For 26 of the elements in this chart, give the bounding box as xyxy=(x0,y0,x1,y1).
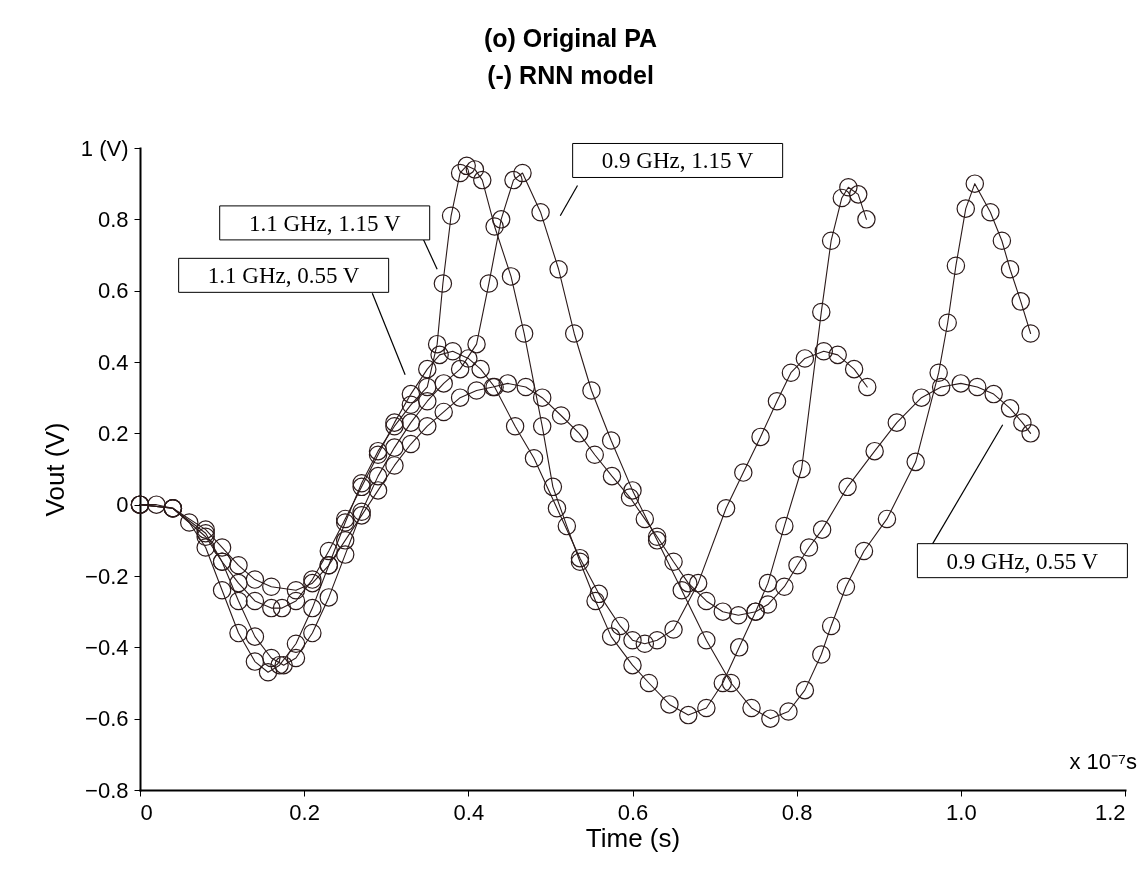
text: 0.9 GHz, 1.15 V xyxy=(601,148,754,174)
x-axis-title: Time (s) xyxy=(585,822,681,853)
y-tick-label: 0.4 xyxy=(97,349,129,375)
x-tick-label: 0.4 xyxy=(453,799,485,825)
annotation: x 10⁻⁷s xyxy=(1069,749,1137,774)
x-tick-label: 0.2 xyxy=(289,799,320,825)
y-tick-label: 1 (V) xyxy=(80,135,129,161)
x-tick-label: 0.8 xyxy=(781,799,813,825)
y-tick-label: 0.8 xyxy=(97,206,129,232)
x-tick-label: 1.2 xyxy=(1094,799,1126,825)
y-tick-label: −0.6 xyxy=(85,706,129,732)
x-tick-label: 1.0 xyxy=(946,799,977,825)
text: 1.1 GHz, 0.55 V xyxy=(207,263,360,289)
y-tick-label: 0 xyxy=(116,492,129,518)
y-tick-label: −0.8 xyxy=(85,777,129,803)
x-tick-label: 0.6 xyxy=(617,799,649,825)
y-tick-label: 0.6 xyxy=(97,278,129,304)
y-tick-label: −0.2 xyxy=(85,563,129,589)
y-axis-title: Vout (V) xyxy=(39,422,70,517)
series-label: 1.1 GHz, 1.15 V xyxy=(248,210,401,236)
chart-title: (o) Original PA xyxy=(483,24,658,52)
y-tick-label: −0.4 xyxy=(85,634,129,660)
y-tick-label: 0.2 xyxy=(97,420,129,446)
x-tick-label: 0 xyxy=(140,799,153,825)
chart-subtitle: (-) RNN model xyxy=(487,61,654,89)
text: 0.9 GHz, 0.55 V xyxy=(946,548,1099,574)
